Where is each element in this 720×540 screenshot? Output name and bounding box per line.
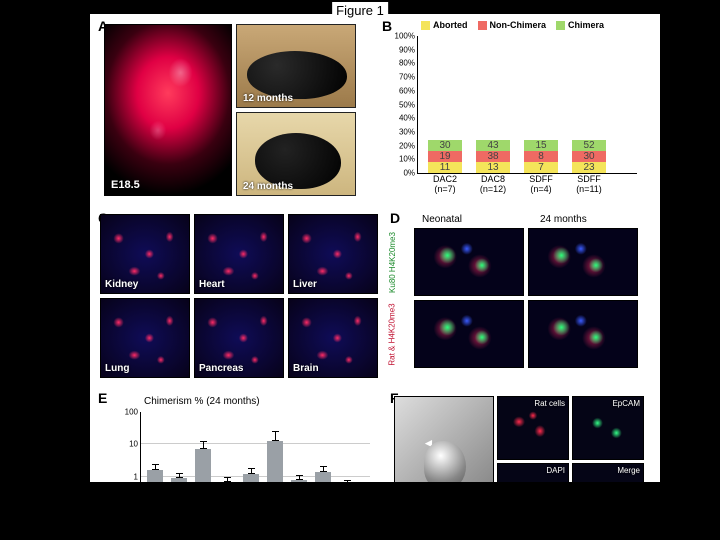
f-rat-cells: Rat cells	[497, 396, 569, 460]
b-segment: 11	[428, 162, 462, 173]
footer-mask: Cell 2017 168, 473-486.e15DOI: (10.1016/…	[0, 482, 720, 540]
swatch-nonchimera	[478, 21, 487, 30]
tissue-label: Liver	[293, 279, 317, 290]
panel-d-head-neonatal: Neonatal	[422, 214, 462, 225]
b-bar: 233052	[572, 140, 606, 173]
panel-b-legend: Aborted Non-Chimera Chimera	[421, 20, 641, 30]
e-ytick: 1	[134, 473, 141, 482]
embryo-image: E18.5	[104, 24, 232, 196]
f-tag-merge: Merge	[617, 466, 640, 475]
b-xlabel: SDFF(n=11)	[564, 175, 614, 195]
b-bar: 7815	[524, 140, 558, 173]
b-ytick: 30%	[399, 127, 418, 136]
d-rowlabel-top: Ku80 H4K20me3	[388, 232, 397, 293]
f-tag-rat: Rat cells	[534, 399, 565, 408]
b-bar: 133843	[476, 140, 510, 173]
mouse-24mo-label: 24 months	[243, 181, 293, 192]
e-errorbar	[251, 468, 252, 474]
tissue-liver: Liver	[288, 214, 378, 294]
panel-label-d: D	[390, 210, 400, 226]
e-errorbar	[275, 431, 276, 441]
b-segment: 38	[476, 151, 510, 162]
b-segment: 30	[428, 140, 462, 151]
tissue-lung: Lung	[100, 298, 190, 378]
embryo-stage-label: E18.5	[111, 179, 140, 191]
e-errorbar	[203, 441, 204, 449]
panel-d: Neonatal 24 months Ku80 H4K20me3 Rat & H…	[400, 214, 640, 378]
mouse-24mo-image: 24 months	[236, 112, 356, 196]
b-ytick: 50%	[399, 100, 418, 109]
f-arrow-icon: ◄	[422, 436, 434, 450]
e-ytick: 10	[129, 440, 141, 449]
tissue-kidney: Kidney	[100, 214, 190, 294]
panel-b-plot-area: 0%10%20%30%40%50%60%70%80%90%100%111930D…	[417, 36, 637, 174]
legend-chimera: Chimera	[568, 20, 604, 30]
tissue-label: Brain	[293, 363, 319, 374]
mouse-12mo-label: 12 months	[243, 93, 293, 104]
b-ytick: 80%	[399, 59, 418, 68]
copyright-text: Copyright © 2017 Elsevier Inc.	[190, 518, 312, 528]
tissue-label: Heart	[199, 279, 225, 290]
tissue-label: Kidney	[105, 279, 138, 290]
d-img-2	[528, 228, 638, 296]
panel-a: E18.5 12 months 24 months	[100, 20, 360, 200]
d-img-4	[528, 300, 638, 368]
b-segment: 8	[524, 151, 558, 162]
b-segment: 30	[572, 151, 606, 162]
d-img-3	[414, 300, 524, 368]
citation-text: Cell 2017 168, 473-486.e15DOI: (10.1016/…	[190, 506, 434, 516]
b-segment: 52	[572, 140, 606, 151]
panel-e-title: Chimerism % (24 months)	[144, 396, 260, 407]
mouse-12mo-image: 12 months	[236, 24, 356, 108]
legend-aborted: Aborted	[433, 20, 468, 30]
b-segment: 43	[476, 140, 510, 151]
f-tag-dapi: DAPI	[546, 466, 565, 475]
tissue-brain: Brain	[288, 298, 378, 378]
f-epcam: EpCAM	[572, 396, 644, 460]
b-segment: 19	[428, 151, 462, 162]
b-ytick: 70%	[399, 73, 418, 82]
b-ytick: 10%	[399, 155, 418, 164]
b-xlabel: DAC2(n=7)	[420, 175, 470, 195]
b-ytick: 0%	[403, 169, 418, 178]
e-errorbar	[179, 473, 180, 478]
tissue-label: Lung	[105, 363, 129, 374]
panel-d-head-24mo: 24 months	[540, 214, 587, 225]
b-xlabel: SDFF(n=4)	[516, 175, 566, 195]
b-segment: 7	[524, 162, 558, 173]
b-ytick: 20%	[399, 141, 418, 150]
e-errorbar	[299, 475, 300, 480]
b-segment: 13	[476, 162, 510, 173]
tissue-label: Pancreas	[199, 363, 243, 374]
b-ytick: 90%	[399, 45, 418, 54]
tissue-pancreas: Pancreas	[194, 298, 284, 378]
swatch-chimera	[556, 21, 565, 30]
b-ytick: 100%	[395, 32, 418, 41]
e-errorbar	[155, 464, 156, 470]
e-errorbar	[323, 466, 324, 472]
d-rowlabel-bot: Rat & H4K20me3	[388, 303, 397, 365]
swatch-aborted	[421, 21, 430, 30]
b-bar: 111930	[428, 140, 462, 173]
e-ytick: 100	[125, 408, 141, 417]
panel-c-grid: Kidney Heart Liver Lung Pancreas Brain	[100, 214, 378, 378]
tissue-heart: Heart	[194, 214, 284, 294]
b-segment: 23	[572, 162, 606, 173]
figure-title: Figure 1	[332, 2, 388, 19]
panel-b-chart: Aborted Non-Chimera Chimera 0%10%20%30%4…	[385, 20, 641, 198]
f-tag-epcam: EpCAM	[612, 399, 640, 408]
d-img-1	[414, 228, 524, 296]
legend-nonchimera: Non-Chimera	[490, 20, 547, 30]
b-segment: 15	[524, 140, 558, 151]
b-ytick: 60%	[399, 86, 418, 95]
b-ytick: 40%	[399, 114, 418, 123]
b-xlabel: DAC8(n=12)	[468, 175, 518, 195]
figure-panel: A B C D E F E18.5 12 months 24 months Ab…	[90, 14, 660, 540]
